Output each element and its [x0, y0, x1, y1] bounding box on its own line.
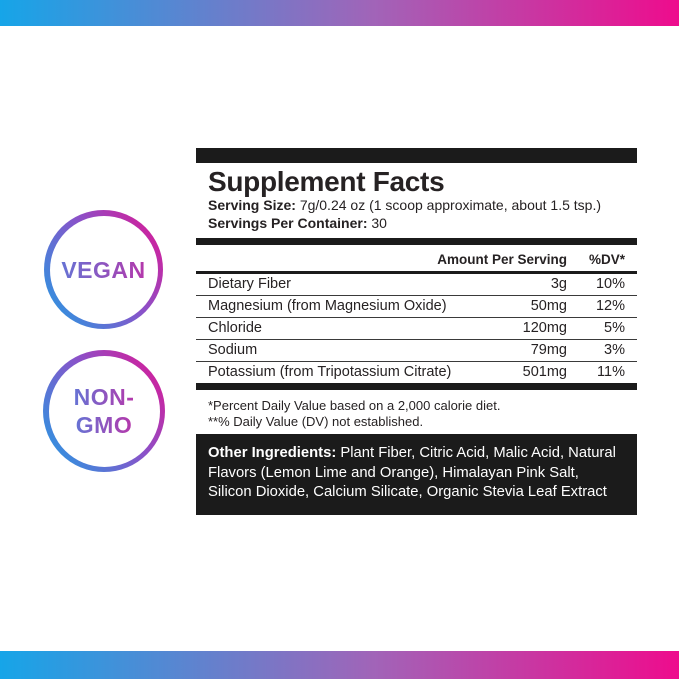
- non-gmo-badge-inner: NON- GMO: [48, 355, 160, 467]
- row-name-cell: Chloride: [208, 320, 262, 336]
- row-dv-cell: 5%: [604, 320, 625, 336]
- table-row: Chloride 120mg 5%: [196, 318, 637, 340]
- row-name-cell: Magnesium (from Magnesium Oxide): [208, 298, 447, 314]
- divider-thick-bottom: [196, 383, 637, 390]
- row-name-cell: Potassium (from Tripotassium Citrate): [208, 364, 452, 380]
- non-gmo-badge-label-line1: NON-: [73, 384, 135, 410]
- row-name-cell: Sodium: [208, 342, 258, 358]
- other-ingredients-text: Plant Fiber, Citric Acid, Malic Acid, Na…: [208, 445, 616, 500]
- vegan-badge-inner: VEGAN: [49, 215, 158, 324]
- table-row: Magnesium (from Magnesium Oxide) 50mg 12%: [196, 296, 637, 318]
- other-ingredients-label: Other Ingredients:: [208, 445, 337, 461]
- header-rule: [196, 271, 637, 274]
- row-dv-cell: 10%: [595, 276, 625, 292]
- gradient-band-top: [0, 0, 679, 26]
- non-gmo-badge-label-line2: GMO: [75, 412, 133, 438]
- supplement-facts-panel: Supplement Facts Serving Size: 7g/0.24 o…: [196, 148, 637, 515]
- panel-title: Supplement Facts: [208, 166, 445, 197]
- divider-thick-top: [196, 238, 637, 245]
- row-amount-cell: 79mg: [530, 342, 567, 358]
- vegan-badge-ring: VEGAN: [44, 210, 163, 329]
- row-dv-cell: 12%: [595, 298, 625, 314]
- column-header-amount: Amount Per Serving: [437, 252, 567, 267]
- footnote-dv-not-established: **% Daily Value (DV) not established.: [208, 414, 424, 429]
- vegan-badge-label: VEGAN: [61, 256, 146, 283]
- serving-size-value: 7g/0.24 oz (1 scoop approximate, about 1…: [299, 197, 601, 213]
- row-dv-cell: 11%: [597, 364, 625, 380]
- row-amount-cell: 501mg: [522, 364, 567, 380]
- servings-label: Servings Per Container:: [208, 214, 368, 231]
- gradient-band-bottom: [0, 651, 679, 679]
- non-gmo-badge-ring: NON- GMO: [43, 350, 165, 472]
- non-gmo-badge: NON- GMO: [43, 350, 165, 472]
- row-amount-cell: 3g: [550, 276, 567, 292]
- table-row: Dietary Fiber 3g 10%: [196, 274, 637, 296]
- nutrient-rows: Dietary Fiber 3g 10% Magnesium (from Magnes…: [196, 274, 637, 383]
- servings-per-container-line: Servings Per Container: 30: [196, 215, 637, 233]
- table-column-headers: Amount Per Serving %DV*: [196, 245, 637, 271]
- footnotes: *Percent Daily Value based on a 2,000 ca…: [196, 390, 637, 434]
- serving-size-label: Serving Size:: [208, 197, 296, 213]
- row-amount-cell: 50mg: [530, 298, 567, 314]
- servings-value: 30: [371, 214, 387, 231]
- serving-size-line: Serving Size: 7g/0.24 oz (1 scoop approx…: [196, 197, 637, 215]
- row-amount-cell: 120mg: [522, 320, 567, 336]
- table-row: Potassium (from Tripotassium Citrate) 501…: [196, 362, 637, 383]
- table-row: Sodium 79mg 3%: [196, 340, 637, 362]
- row-dv-cell: 3%: [604, 342, 625, 358]
- row-name-cell: Dietary Fiber: [208, 276, 291, 292]
- vegan-badge: VEGAN: [44, 210, 163, 329]
- footnote-daily-value: *Percent Daily Value based on a 2,000 ca…: [208, 398, 501, 413]
- other-ingredients-box: Other Ingredients: Plant Fiber, Citric A…: [196, 434, 637, 515]
- column-header-dv: %DV*: [588, 252, 625, 267]
- panel-top-bar: [196, 148, 637, 163]
